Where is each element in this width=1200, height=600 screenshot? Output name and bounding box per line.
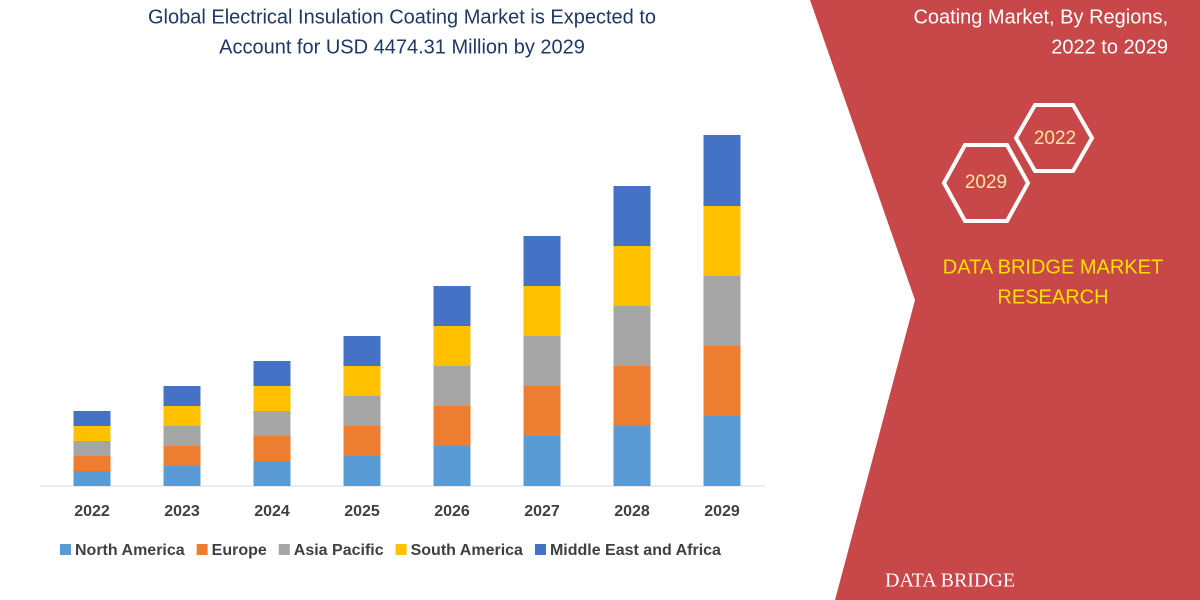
- legend-label: North America: [75, 542, 185, 559]
- hexagon-label: 2029: [965, 172, 1007, 193]
- bar-segment: [343, 426, 381, 456]
- legend-swatch: [395, 544, 407, 555]
- bar-segment: [73, 411, 111, 426]
- bar-segment: [433, 326, 471, 366]
- bar-segment: [163, 406, 201, 426]
- bar-segment: [73, 456, 111, 471]
- hexagon-label: 2022: [1034, 128, 1076, 149]
- bar-segment: [523, 336, 561, 386]
- bar-segment: [613, 186, 651, 246]
- bar-segment: [523, 286, 561, 336]
- x-tick-label: 2028: [614, 503, 650, 520]
- bar-segment: [703, 276, 741, 346]
- bar-segment: [703, 135, 741, 206]
- brand: DATA BRIDGE MARKET: [943, 256, 1163, 278]
- bar-segment: [73, 426, 111, 441]
- bar-segment: [703, 206, 741, 276]
- legend-swatch: [196, 544, 208, 555]
- x-tick-label: 2025: [344, 503, 380, 520]
- bar-segment: [253, 411, 291, 436]
- x-tick-label: 2027: [524, 503, 560, 520]
- x-tick-label: 2026: [434, 503, 470, 520]
- bar-segment: [253, 461, 291, 486]
- bar-segment: [253, 386, 291, 411]
- bar-segment: [523, 236, 561, 286]
- bar-segment: [343, 396, 381, 426]
- bar-segment: [73, 471, 111, 486]
- brand: RESEARCH: [997, 286, 1108, 308]
- bar-segment: [523, 386, 561, 436]
- legend-label: Asia Pacific: [294, 542, 384, 559]
- legend-label: Middle East and Africa: [550, 542, 721, 559]
- bar-segment: [433, 366, 471, 406]
- hexagon: [941, 143, 1031, 223]
- panel-heading: Coating Market, By Regions,: [913, 6, 1168, 28]
- bar-segment: [433, 286, 471, 326]
- legend-label: South America: [411, 542, 523, 559]
- bar-segment: [253, 436, 291, 461]
- bar-segment: [433, 446, 471, 486]
- bar-segment: [613, 366, 651, 426]
- x-tick-label: 2023: [164, 503, 200, 520]
- legend-label: Europe: [212, 542, 267, 559]
- bar-segment: [703, 416, 741, 486]
- bar-segment: [703, 346, 741, 416]
- bar-segment: [163, 446, 201, 466]
- legend-swatch: [60, 544, 71, 555]
- bar-segment: [343, 336, 381, 366]
- red-panel: [810, 0, 1200, 600]
- bar-segment: [613, 426, 651, 486]
- x-tick-label: 2022: [74, 503, 110, 520]
- bar-segment: [73, 441, 111, 456]
- bar-segment: [163, 466, 201, 486]
- x-tick-label: 2029: [704, 503, 740, 520]
- legend-swatch: [534, 544, 546, 555]
- bar-segment: [613, 306, 651, 366]
- bar-segment: [433, 406, 471, 446]
- chart-title: Global Electrical Insulation Coating Mar…: [148, 6, 656, 28]
- bar-segment: [163, 426, 201, 446]
- bar-segment: [523, 436, 561, 486]
- bar-segment: [163, 386, 201, 406]
- x-tick-label: 2024: [254, 503, 290, 520]
- bar-segment: [253, 361, 291, 386]
- legend-swatch: [278, 544, 290, 555]
- logo-text: DATA BRIDGE: [885, 570, 1015, 592]
- chart-title: Account for USD 4474.31 Million by 2029: [219, 36, 585, 58]
- panel-heading: 2022 to 2029: [1051, 36, 1168, 58]
- bar-segment: [343, 366, 381, 396]
- hexagon: [1013, 103, 1095, 173]
- bar-segment: [343, 456, 381, 486]
- bar-segment: [613, 246, 651, 306]
